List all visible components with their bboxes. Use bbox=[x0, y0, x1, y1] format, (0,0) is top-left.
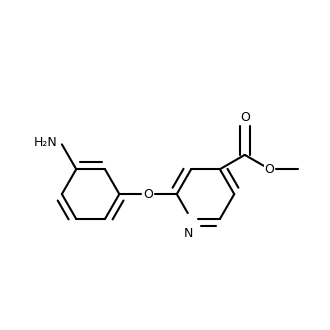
Text: H₂N: H₂N bbox=[34, 136, 57, 148]
Text: N: N bbox=[183, 227, 193, 240]
Text: O: O bbox=[265, 163, 275, 176]
Text: O: O bbox=[240, 111, 250, 123]
Text: O: O bbox=[143, 188, 153, 201]
